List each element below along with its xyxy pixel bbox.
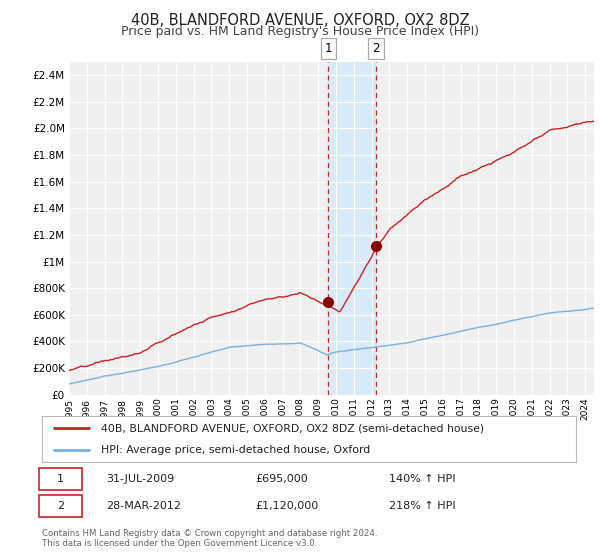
Text: 218% ↑ HPI: 218% ↑ HPI	[389, 501, 456, 511]
Text: 40B, BLANDFORD AVENUE, OXFORD, OX2 8DZ: 40B, BLANDFORD AVENUE, OXFORD, OX2 8DZ	[131, 13, 469, 28]
Text: 2: 2	[372, 42, 379, 55]
Text: HPI: Average price, semi-detached house, Oxford: HPI: Average price, semi-detached house,…	[101, 445, 370, 455]
Text: 40B, BLANDFORD AVENUE, OXFORD, OX2 8DZ (semi-detached house): 40B, BLANDFORD AVENUE, OXFORD, OX2 8DZ (…	[101, 424, 484, 434]
Text: £695,000: £695,000	[256, 474, 308, 484]
Text: This data is licensed under the Open Government Licence v3.0.: This data is licensed under the Open Gov…	[42, 539, 317, 548]
FancyBboxPatch shape	[40, 496, 82, 517]
Text: 28-MAR-2012: 28-MAR-2012	[106, 501, 181, 511]
Text: Contains HM Land Registry data © Crown copyright and database right 2024.: Contains HM Land Registry data © Crown c…	[42, 529, 377, 538]
Bar	[328, 62, 376, 395]
Text: 1: 1	[325, 42, 332, 55]
Text: 1: 1	[57, 474, 64, 484]
FancyBboxPatch shape	[40, 468, 82, 489]
Text: Price paid vs. HM Land Registry's House Price Index (HPI): Price paid vs. HM Land Registry's House …	[121, 25, 479, 39]
Text: £1,120,000: £1,120,000	[256, 501, 319, 511]
Text: 140% ↑ HPI: 140% ↑ HPI	[389, 474, 455, 484]
Text: 31-JUL-2009: 31-JUL-2009	[106, 474, 175, 484]
Text: 2: 2	[57, 501, 64, 511]
